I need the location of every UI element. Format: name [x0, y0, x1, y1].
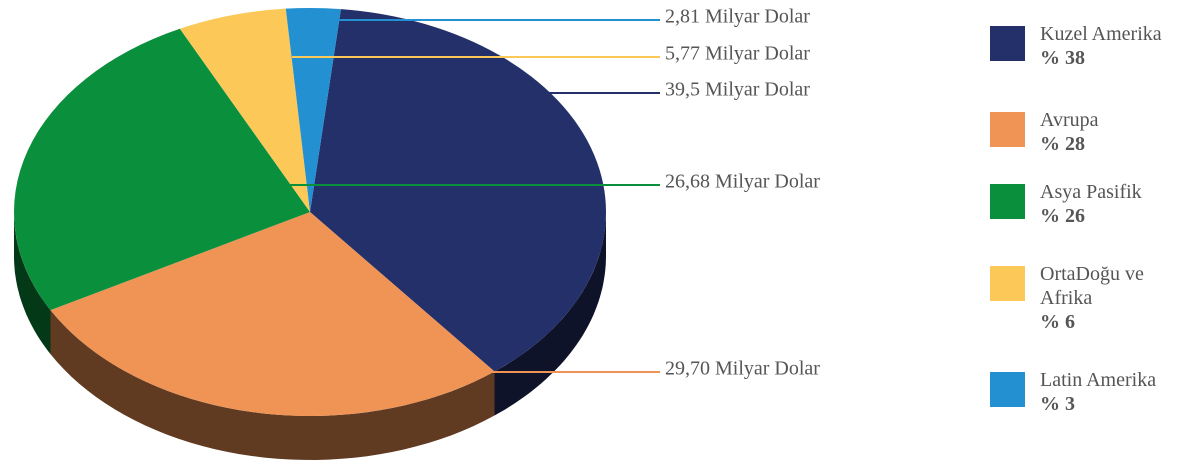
legend-label: Kuzel Amerika — [1040, 23, 1162, 45]
legend-label: Latin Amerika — [1040, 369, 1157, 391]
data-label: 26,68 Milyar Dolar — [665, 171, 820, 193]
pie-side — [14, 212, 51, 355]
legend-swatch — [990, 26, 1025, 61]
legend-item: Avrupa% 28 — [990, 108, 1185, 156]
data-label: 2,81 Milyar Dolar — [665, 6, 810, 28]
legend-item: Kuzel Amerika% 38 — [990, 22, 1185, 70]
chart: 39,5 Milyar Dolar 29,70 Milyar Dolar 26,68… — [13, 6, 820, 460]
legend-item: Latin Amerika% 3 — [990, 368, 1185, 416]
pie-slice — [179, 8, 310, 212]
data-label: 5,77 Milyar Dolar — [665, 43, 810, 65]
legend-label: Avrupa — [1040, 109, 1099, 131]
legend-value: % 38 — [1040, 47, 1085, 69]
legend-label: Asya Pasifik — [1040, 181, 1142, 203]
data-label: 29,70 Milyar Dolar — [665, 358, 820, 380]
legend-item: OrtaDoğu ve Afrika% 6 — [990, 262, 1185, 334]
pie-slice — [310, 9, 606, 372]
pie-slice — [285, 7, 341, 212]
pie-side — [50, 310, 495, 460]
pie-side — [494, 212, 606, 416]
legend-value: % 28 — [1040, 133, 1085, 155]
legend-value: % 3 — [1040, 393, 1075, 415]
data-label: 39,5 Milyar Dolar — [665, 79, 810, 101]
legend-swatch — [990, 372, 1025, 407]
pie-slice — [13, 28, 311, 311]
legend-item: Asya Pasifik% 26 — [990, 180, 1185, 228]
legend-label: OrtaDoğu ve Afrika — [1040, 263, 1144, 309]
legend-swatch — [990, 112, 1025, 147]
legend-swatch — [990, 266, 1025, 301]
legend-value: % 26 — [1040, 205, 1085, 227]
pie-slice — [50, 212, 495, 416]
legend-value: % 6 — [1040, 311, 1075, 333]
legend-swatch — [990, 184, 1025, 219]
